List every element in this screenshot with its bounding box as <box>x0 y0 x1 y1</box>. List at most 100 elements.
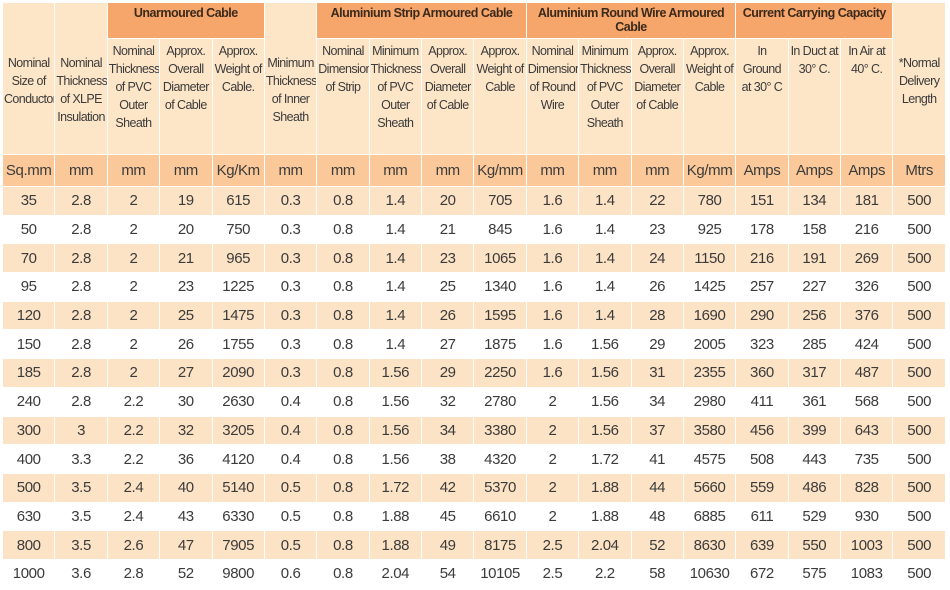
data-cell: 925 <box>682 214 737 245</box>
column-header: Nominal Dimension of Strip <box>316 38 370 155</box>
data-cell: 411 <box>735 386 789 417</box>
data-cell: 750 <box>211 214 265 245</box>
data-cell: 0.4 <box>263 444 318 474</box>
data-cell: 0.3 <box>263 358 318 388</box>
data-cell: 376 <box>839 300 894 331</box>
data-cell: 269 <box>839 243 894 274</box>
data-cell: 34 <box>630 386 684 417</box>
data-cell: 0.6 <box>263 558 318 589</box>
data-cell: 95 <box>1 272 56 302</box>
data-cell: 227 <box>787 272 842 302</box>
data-cell: 643 <box>839 415 894 446</box>
data-cell: 400 <box>1 444 56 474</box>
data-cell: 1.6 <box>525 272 580 302</box>
data-cell: 38 <box>420 444 475 474</box>
data-cell: 3 <box>54 415 108 446</box>
data-cell: 54 <box>420 558 475 589</box>
data-cell: 158 <box>787 214 842 245</box>
data-cell: 2.8 <box>54 386 108 417</box>
data-cell: 500 <box>892 386 946 417</box>
data-cell: 2780 <box>473 386 527 417</box>
data-cell: 965 <box>211 243 265 274</box>
data-cell: 500 <box>892 444 946 474</box>
data-cell: 2 <box>525 386 580 417</box>
data-cell: 2355 <box>682 358 737 388</box>
unit: mm <box>263 154 318 187</box>
data-cell: 1.4 <box>578 243 632 274</box>
data-cell: 0.8 <box>316 358 370 388</box>
data-cell: 50 <box>1 214 56 245</box>
data-cell: 178 <box>735 214 789 245</box>
data-cell: 52 <box>630 530 684 560</box>
data-cell: 0.3 <box>263 243 318 274</box>
data-cell: 361 <box>787 386 842 417</box>
data-cell: 2.8 <box>54 243 108 274</box>
data-cell: 0.8 <box>316 501 370 532</box>
data-cell: 1.72 <box>578 444 632 474</box>
data-cell: 21 <box>420 214 475 245</box>
data-cell: 575 <box>787 558 842 589</box>
column-header: Nominal Dimension of Round Wire <box>525 38 580 155</box>
data-cell: 2.4 <box>106 472 161 503</box>
data-cell: 500 <box>892 272 946 302</box>
data-cell: 2 <box>525 444 580 474</box>
data-cell: 559 <box>735 472 789 503</box>
data-row: 1000 3.6 2.8 52 9800 0.6 0.8 2.04 54 10105 2.5 2.2 5… <box>1 558 946 589</box>
data-cell: 0.5 <box>263 472 318 503</box>
column-header: Approx. Overall Diameter of Cable <box>630 38 684 155</box>
data-cell: 735 <box>839 444 894 474</box>
data-cell: 4120 <box>211 444 265 474</box>
column-header: *Normal Delivery Length <box>892 2 946 155</box>
data-cell: 0.8 <box>316 415 370 446</box>
data-cell: 1.6 <box>525 358 580 388</box>
data-cell: 1.56 <box>578 358 632 388</box>
data-cell: 500 <box>892 530 946 560</box>
data-cell: 1.4 <box>578 186 632 216</box>
unit: mm <box>368 154 423 187</box>
data-cell: 2.2 <box>106 386 161 417</box>
data-cell: 2.8 <box>54 300 108 331</box>
data-row: 185 2.8 2 27 2090 0.3 0.8 1.56 29 2250 1.6 1.56 31 23… <box>1 358 946 388</box>
data-cell: 0.8 <box>316 186 370 216</box>
data-cell: 2.04 <box>368 558 423 589</box>
data-cell: 300 <box>1 415 56 446</box>
data-cell: 1875 <box>473 329 527 360</box>
data-cell: 2 <box>525 501 580 532</box>
data-cell: 568 <box>839 386 894 417</box>
data-cell: 2 <box>106 186 161 216</box>
data-cell: 290 <box>735 300 789 331</box>
data-cell: 2090 <box>211 358 265 388</box>
data-cell: 639 <box>735 530 789 560</box>
data-cell: 2.4 <box>106 501 161 532</box>
data-cell: 424 <box>839 329 894 360</box>
data-cell: 5660 <box>682 472 737 503</box>
data-cell: 1083 <box>839 558 894 589</box>
data-cell: 6610 <box>473 501 527 532</box>
data-cell: 22 <box>630 186 684 216</box>
data-cell: 70 <box>1 243 56 274</box>
data-cell: 257 <box>735 272 789 302</box>
data-cell: 828 <box>839 472 894 503</box>
data-cell: 3205 <box>211 415 265 446</box>
data-cell: 845 <box>473 214 527 245</box>
unit: mm <box>54 154 108 187</box>
data-cell: 0.3 <box>263 272 318 302</box>
data-cell: 3380 <box>473 415 527 446</box>
data-cell: 2.8 <box>54 186 108 216</box>
unit: Kg/mm <box>473 154 527 187</box>
data-cell: 326 <box>839 272 894 302</box>
data-cell: 5370 <box>473 472 527 503</box>
data-cell: 2 <box>106 243 161 274</box>
data-row: 120 2.8 2 25 1475 0.3 0.8 1.4 26 1595 1.6 1.4 28 1690… <box>1 300 946 331</box>
data-cell: 26 <box>420 300 475 331</box>
data-cell: 181 <box>839 186 894 216</box>
data-cell: 0.5 <box>263 501 318 532</box>
data-cell: 2.5 <box>525 530 580 560</box>
data-cell: 399 <box>787 415 842 446</box>
data-cell: 0.8 <box>316 329 370 360</box>
data-cell: 1.6 <box>525 329 580 360</box>
group-header: Aluminium Round Wire Armoured Cable <box>525 2 737 39</box>
data-cell: 3580 <box>682 415 737 446</box>
